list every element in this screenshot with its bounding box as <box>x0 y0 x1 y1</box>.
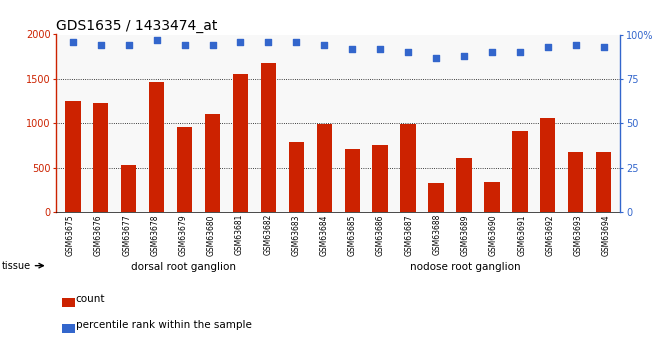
Point <box>431 55 442 60</box>
Point <box>123 42 134 48</box>
Bar <box>317 124 332 212</box>
Text: GSM63694: GSM63694 <box>602 214 611 256</box>
Bar <box>149 81 164 212</box>
Bar <box>261 63 276 212</box>
Point <box>543 44 553 50</box>
Bar <box>372 145 388 212</box>
Point <box>291 39 302 45</box>
Text: GSM63686: GSM63686 <box>376 214 385 256</box>
Text: GSM63682: GSM63682 <box>263 214 272 255</box>
Text: percentile rank within the sample: percentile rank within the sample <box>76 319 251 329</box>
Bar <box>177 127 192 212</box>
Bar <box>568 152 583 212</box>
Text: GSM63687: GSM63687 <box>405 214 413 256</box>
Point <box>570 42 581 48</box>
Bar <box>484 182 500 212</box>
Point <box>235 39 246 45</box>
Text: GSM63680: GSM63680 <box>207 214 216 256</box>
Point <box>403 50 413 55</box>
Bar <box>93 103 108 212</box>
Point <box>459 53 469 59</box>
Text: count: count <box>76 294 106 304</box>
Text: GSM63677: GSM63677 <box>122 214 131 256</box>
Bar <box>596 152 611 212</box>
Bar <box>205 115 220 212</box>
Text: GSM63693: GSM63693 <box>574 214 583 256</box>
Point <box>486 50 497 55</box>
Text: nodose root ganglion: nodose root ganglion <box>410 263 521 272</box>
Text: GSM63683: GSM63683 <box>292 214 300 256</box>
Bar <box>288 142 304 212</box>
Text: GSM63688: GSM63688 <box>432 214 442 255</box>
Point <box>67 39 78 45</box>
Text: GSM63692: GSM63692 <box>545 214 554 256</box>
Bar <box>121 165 137 212</box>
Text: GSM63678: GSM63678 <box>150 214 159 256</box>
Text: GDS1635 / 1433474_at: GDS1635 / 1433474_at <box>56 19 218 33</box>
Text: GSM63690: GSM63690 <box>489 214 498 256</box>
Point <box>319 42 329 48</box>
Text: GSM63684: GSM63684 <box>319 214 329 256</box>
Point <box>263 39 274 45</box>
Bar <box>345 149 360 212</box>
Bar <box>540 118 556 212</box>
Bar <box>62 298 75 307</box>
Point <box>347 46 358 51</box>
Text: GSM63689: GSM63689 <box>461 214 470 256</box>
Point <box>207 42 218 48</box>
Bar <box>512 131 527 212</box>
Text: GSM63685: GSM63685 <box>348 214 357 256</box>
Text: GSM63675: GSM63675 <box>66 214 75 256</box>
Bar <box>233 75 248 212</box>
Point <box>151 37 162 42</box>
Point <box>515 50 525 55</box>
Bar <box>428 183 444 212</box>
Point <box>180 42 190 48</box>
Bar <box>65 101 81 212</box>
Text: GSM63681: GSM63681 <box>235 214 244 255</box>
Bar <box>401 124 416 212</box>
Text: GSM63691: GSM63691 <box>517 214 526 256</box>
Bar <box>62 324 75 333</box>
Point <box>599 44 609 50</box>
Point <box>96 42 106 48</box>
Bar <box>456 158 472 212</box>
Text: GSM63679: GSM63679 <box>179 214 187 256</box>
Text: tissue: tissue <box>2 261 31 270</box>
Text: GSM63676: GSM63676 <box>94 214 103 256</box>
Text: dorsal root ganglion: dorsal root ganglion <box>131 263 236 272</box>
Point <box>375 46 385 51</box>
